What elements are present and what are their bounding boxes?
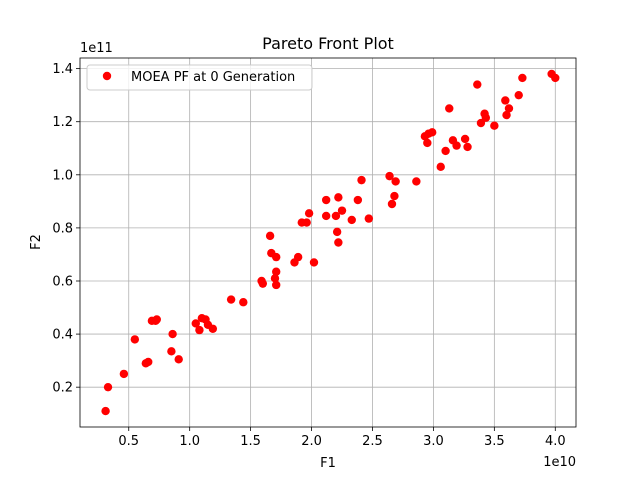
data-point [321, 211, 331, 221]
x-tick-label: 2.5 [362, 434, 383, 449]
data-point [476, 118, 486, 128]
y-tick-label: 0.2 [52, 381, 73, 396]
data-point [272, 280, 281, 290]
x-tick-label: 1.5 [240, 434, 261, 449]
data-point [334, 238, 343, 247]
x-tick-label: 1.0 [179, 434, 200, 449]
data-point [518, 73, 527, 83]
x-tick-label: 3.0 [423, 434, 444, 449]
data-point [504, 104, 514, 113]
x-axis-offset-text: 1e10 [543, 455, 576, 470]
data-point [427, 128, 437, 137]
data-point [353, 195, 363, 205]
data-point [473, 80, 482, 89]
y-tick-label: 1.4 [52, 62, 73, 77]
data-point [423, 138, 432, 148]
data-point [119, 369, 129, 379]
data-point [195, 325, 204, 335]
data-point [331, 211, 341, 221]
data-point [364, 214, 374, 223]
x-tick-label: 4.0 [545, 434, 566, 449]
data-point [502, 110, 511, 120]
y-tick-label: 0.4 [52, 328, 73, 343]
data-point [445, 104, 454, 113]
data-point [293, 252, 303, 262]
data-point [436, 162, 445, 172]
data-point [168, 329, 177, 339]
x-tick-label: 0.5 [118, 434, 139, 449]
data-point [490, 121, 499, 130]
data-point [412, 177, 421, 186]
data-point [272, 267, 281, 276]
data-point [167, 347, 176, 356]
y-axis-offset-text: 1e11 [80, 41, 113, 56]
data-point [390, 191, 399, 201]
x-tick-label: 3.5 [484, 434, 505, 449]
legend-label: MOEA PF at 0 Generation [131, 70, 295, 85]
data-point [387, 199, 397, 209]
data-point [321, 195, 331, 205]
grid-lines [80, 58, 576, 427]
data-point [208, 324, 218, 333]
data-point [130, 335, 140, 344]
chart-title: Pareto Front Plot [262, 34, 394, 53]
data-point [265, 231, 275, 241]
data-point [270, 274, 280, 283]
data-point [463, 142, 472, 152]
data-point [191, 319, 200, 328]
y-tick-label: 1.2 [52, 115, 73, 130]
data-point [357, 175, 366, 185]
data-point [101, 406, 110, 416]
data-point [441, 146, 450, 156]
y-tick-label: 1.0 [52, 168, 73, 183]
legend-marker [102, 71, 112, 81]
data-point [309, 258, 319, 267]
data-point [551, 73, 560, 83]
data-point [304, 209, 314, 218]
x-tick-label: 2.0 [301, 434, 322, 449]
data-point [258, 279, 268, 288]
data-point [347, 215, 356, 225]
plot-area-frame [79, 57, 577, 428]
legend-box [86, 64, 313, 91]
y-tick-label: 0.6 [52, 274, 73, 289]
data-point [226, 295, 236, 304]
x-axis-label: F1 [320, 456, 336, 471]
data-point [302, 218, 311, 227]
data-point [334, 193, 343, 202]
data-point [501, 96, 510, 105]
data-point [174, 355, 183, 364]
data-point [152, 315, 161, 324]
data-point [337, 206, 347, 215]
data-point [481, 113, 491, 122]
axis-ticks: 0.5 1.0 1.5 2.0 2.5 3.0 3.5 4.0 0.2 0.4 0.6 0.8 1.0 1… [52, 62, 565, 449]
data-point [239, 298, 248, 307]
data-point [332, 227, 342, 237]
y-axis-label: F2 [29, 234, 44, 250]
data-point [452, 141, 461, 150]
data-point [460, 134, 470, 144]
data-point [514, 90, 523, 100]
legend: MOEA PF at 0 Generation [86, 64, 313, 91]
data-point [391, 177, 400, 186]
scatter-points [101, 69, 560, 416]
y-tick-label: 0.8 [52, 221, 73, 236]
data-point [385, 171, 394, 181]
data-point [103, 382, 113, 392]
data-point [272, 252, 281, 262]
data-point [144, 357, 153, 367]
